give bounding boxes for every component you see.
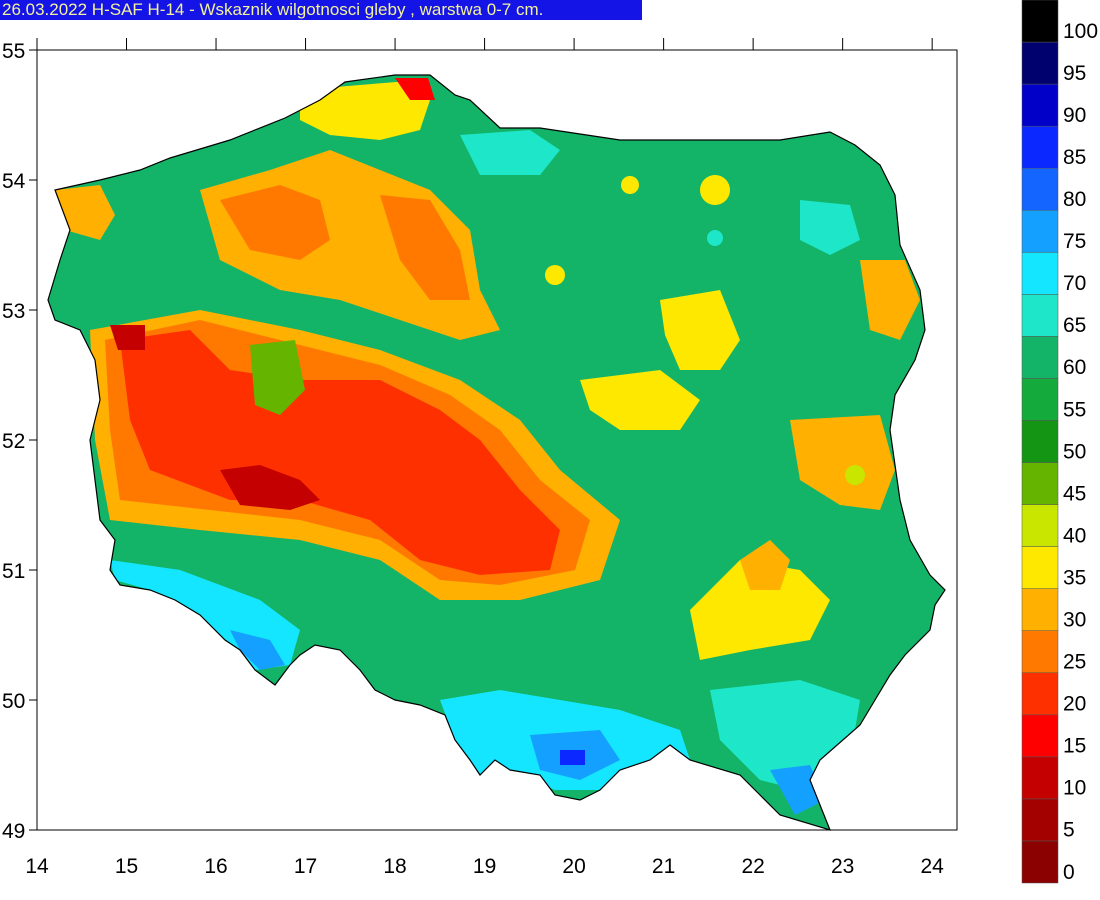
legend-swatch	[1021, 209, 1059, 253]
map-title: 26.03.2022 H-SAF H-14 - Wskaznik wilgotn…	[0, 0, 642, 20]
legend-label: 55	[1063, 398, 1086, 421]
legend-swatch	[1021, 798, 1059, 842]
legend-swatch	[1021, 840, 1059, 884]
legend-label: 65	[1063, 314, 1086, 337]
x-tick-label: 18	[383, 855, 406, 878]
legend-swatch	[1021, 252, 1059, 295]
x-tick-label: 23	[831, 855, 854, 878]
legend-label: 50	[1063, 440, 1086, 463]
x-tick-label: 17	[294, 855, 317, 878]
y-tick-label: 49	[2, 820, 25, 843]
y-tick-label: 53	[2, 300, 25, 323]
legend-label: 100	[1063, 20, 1098, 43]
legend-swatch	[1021, 630, 1059, 674]
y-tick-label: 52	[2, 430, 25, 453]
legend-swatch	[1021, 125, 1059, 169]
legend-swatch	[1021, 546, 1059, 589]
legend-swatch	[1021, 294, 1059, 337]
legend-label: 10	[1063, 777, 1086, 800]
color-legend: 0 5 10 15 20 25 30 35 40 45 50 55 60 65 70 75 80 85 90 95 10…	[1021, 0, 1098, 884]
legend-label: 95	[1063, 62, 1086, 85]
legend-swatch	[1021, 336, 1059, 379]
legend-label: 70	[1063, 272, 1086, 295]
y-tick-label: 55	[2, 40, 25, 63]
x-tick-label: 22	[741, 855, 764, 878]
x-tick-label: 14	[25, 855, 49, 878]
y-tick-label: 51	[2, 560, 25, 583]
legend-swatch	[1021, 756, 1059, 800]
legend-label: 85	[1063, 146, 1086, 169]
y-tick-label: 54	[2, 170, 26, 193]
x-tick-label: 20	[562, 855, 585, 878]
legend-swatch	[1021, 420, 1059, 463]
y-axis: 49 50 51 52 53 54 55	[2, 40, 37, 843]
legend-label: 80	[1063, 188, 1086, 211]
y-tick-label: 50	[2, 690, 25, 713]
legend-label: 75	[1063, 230, 1086, 253]
legend-label: 20	[1063, 693, 1086, 716]
legend-swatch	[1021, 167, 1059, 211]
legend-swatch	[1021, 672, 1059, 716]
legend-label: 30	[1063, 609, 1086, 632]
x-tick-label: 24	[920, 855, 944, 878]
legend-label: 60	[1063, 356, 1086, 379]
legend-swatch	[1021, 378, 1059, 421]
legend-label: 25	[1063, 651, 1086, 674]
legend-label: 40	[1063, 524, 1086, 547]
poland-border	[47, 74, 946, 831]
x-tick-label: 19	[473, 855, 496, 878]
legend-label: 0	[1063, 861, 1075, 884]
legend-label: 15	[1063, 735, 1086, 758]
x-tick-label: 21	[652, 855, 675, 878]
legend-swatch	[1021, 588, 1059, 631]
legend-label: 45	[1063, 482, 1086, 505]
legend-swatch	[1021, 83, 1059, 127]
legend-swatch	[1021, 504, 1059, 547]
legend-swatch	[1021, 462, 1059, 505]
legend-swatch	[1021, 0, 1059, 43]
x-tick-label: 16	[204, 855, 227, 878]
legend-label: 90	[1063, 104, 1086, 127]
legend-swatch	[1021, 41, 1059, 85]
legend-label: 5	[1063, 819, 1075, 842]
legend-swatch	[1021, 714, 1059, 758]
x-axis: 14 15 16 17 18 19 20 21 22 23 24	[25, 38, 944, 878]
x-tick-label: 15	[115, 855, 138, 878]
legend-label: 35	[1063, 566, 1086, 589]
